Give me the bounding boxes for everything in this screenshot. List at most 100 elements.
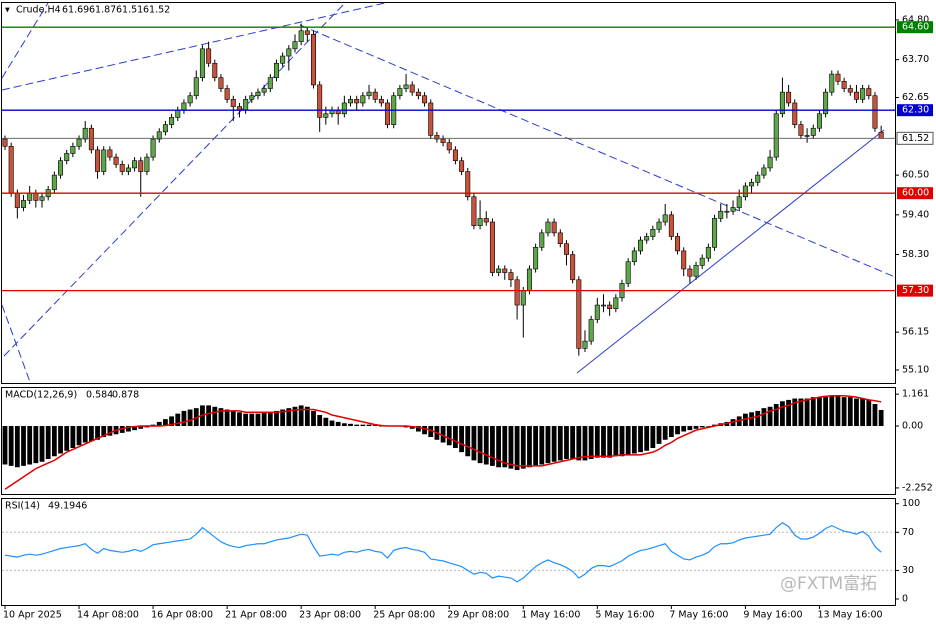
price-label: 61.52 [902, 133, 929, 144]
macd-bar [453, 426, 458, 449]
macd-bar [656, 426, 662, 444]
macd-bar [471, 426, 477, 461]
candle-body [761, 167, 767, 176]
candle-body [125, 167, 131, 172]
macd-bar [644, 426, 650, 451]
candle-body [434, 135, 440, 140]
macd-bar [132, 426, 137, 431]
macd-bar [761, 408, 767, 427]
macd-bar [317, 415, 323, 427]
candle-body [415, 91, 421, 97]
macd-bar [323, 417, 329, 427]
macd-bar [508, 426, 514, 469]
price-box [896, 131, 934, 145]
macd-bar [773, 404, 779, 427]
macd-bar [212, 406, 218, 427]
x-tick-label: 29 Apr 08:00 [447, 610, 509, 621]
macd-bar [88, 426, 94, 442]
macd-bar [70, 426, 76, 449]
macd-bar [27, 426, 33, 465]
candle-body [496, 268, 502, 273]
candle-body [613, 297, 619, 309]
macd-bar [156, 421, 162, 427]
macd-bar [823, 395, 829, 427]
macd-bar [206, 405, 212, 427]
candle-body [39, 196, 45, 201]
macd-bar [169, 416, 174, 427]
candle-body [175, 109, 181, 118]
candle-body [526, 268, 532, 291]
macd-bar [767, 406, 773, 427]
candle-body [64, 153, 70, 162]
candle-body [397, 88, 403, 97]
signal-value: 0.878 [112, 390, 139, 401]
x-tick-label: 5 May 16:00 [595, 610, 654, 621]
candle-body [681, 250, 687, 270]
candle-body [638, 239, 644, 252]
macd-bar [705, 426, 711, 427]
candle-body [341, 102, 347, 115]
macd-bar [533, 426, 539, 466]
candle-body [280, 55, 286, 64]
candle-body [724, 210, 730, 213]
macd-bar [440, 426, 446, 443]
candle-body [514, 279, 520, 306]
candle-body [366, 91, 372, 97]
macd-bar [496, 426, 501, 468]
candle-body [70, 145, 76, 154]
candle-body [712, 218, 718, 248]
macd-bar [51, 426, 57, 457]
macd-bar [224, 409, 230, 427]
rsi-frame [1, 498, 896, 606]
macd-bar [286, 408, 292, 427]
candle-body [545, 221, 551, 234]
x-tick-label: 14 Apr 08:00 [77, 610, 139, 621]
macd-bar [650, 426, 656, 449]
open-value: 61.69 [62, 5, 89, 16]
rsi-line [4, 522, 882, 583]
macd-bar [576, 426, 582, 461]
candle-body [144, 156, 150, 172]
candle-body [255, 91, 261, 97]
candle-body [138, 160, 144, 172]
macd-frame [1, 387, 896, 495]
macd-bar [261, 412, 267, 427]
macd-bar [138, 426, 144, 429]
candle-body [835, 73, 841, 82]
trend-line [1, 304, 31, 383]
macd-bar [570, 426, 576, 459]
candle-body [502, 268, 508, 273]
macd-bar [422, 426, 427, 435]
macd-bar [594, 426, 600, 458]
candle-body [804, 135, 810, 137]
candle-body [650, 228, 656, 237]
candle-body [508, 272, 514, 281]
candle-body [693, 265, 699, 277]
macd-bar [817, 397, 822, 427]
candle-body [409, 84, 415, 93]
level-box [897, 104, 933, 117]
candle-body [187, 95, 193, 104]
macd-bar [459, 426, 464, 453]
macd-bar [187, 409, 193, 427]
candle-body [872, 95, 878, 129]
candle-body [224, 88, 230, 100]
candle-body [730, 207, 736, 212]
macd-bar [33, 426, 39, 464]
candle-body [551, 221, 557, 234]
candle-body [82, 127, 88, 140]
y-tick-label: 62.65 [902, 92, 929, 103]
candle-body [8, 145, 14, 194]
macd-bar [341, 423, 347, 427]
rsi-value: 49.1946 [48, 501, 87, 512]
candle-body [539, 232, 545, 248]
macd-bar [292, 406, 298, 427]
macd-bar [749, 412, 754, 427]
candle-body [847, 88, 853, 93]
candle-body [792, 102, 798, 125]
y-tick-label: 64.80 [902, 14, 929, 25]
candle-body [594, 304, 600, 320]
high-value: 61.87 [89, 5, 116, 16]
candle-body [767, 156, 773, 169]
